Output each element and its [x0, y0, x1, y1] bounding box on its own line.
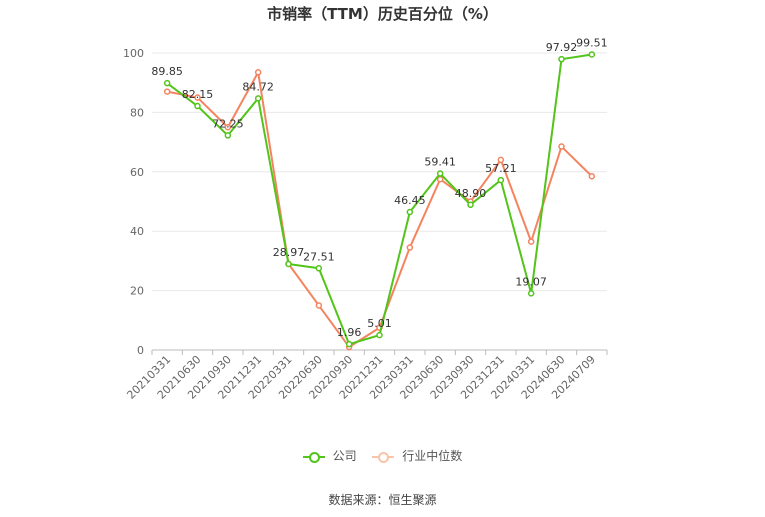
data-point-company [497, 176, 505, 184]
data-point-industry-median [558, 143, 565, 150]
data-point-industry-median [497, 156, 505, 164]
legend: 公司 行业中位数 [0, 447, 765, 464]
data-label-company: 5.01 [367, 317, 392, 330]
y-tick-label: 80 [130, 106, 144, 119]
data-label-company: 72.25 [212, 117, 244, 130]
series-line-company [166, 53, 592, 346]
y-tick-label: 60 [130, 166, 144, 179]
y-tick-label: 0 [137, 344, 144, 357]
data-label-company: 97.92 [546, 41, 578, 54]
chart-title: 市销率（TTM）历史百分位（%） [267, 5, 498, 23]
source-note: 数据来源：恒生聚源 [328, 493, 437, 507]
data-point-industry-median [406, 244, 414, 251]
data-point-industry-median [224, 124, 232, 131]
data-label-company: 89.85 [151, 65, 183, 78]
legend-swatch-industry-median [372, 451, 395, 463]
legend-label-company: 公司 [332, 449, 357, 463]
data-point-company [224, 132, 232, 139]
data-point-company [376, 331, 383, 339]
data-point-industry-median [163, 88, 171, 95]
data-label-company: 48.90 [455, 187, 487, 200]
data-point-company [558, 55, 565, 63]
line-chart: 0204060801002021033120210630202109302021… [123, 36, 608, 401]
data-point-company [345, 340, 353, 348]
y-tick-label: 40 [130, 225, 144, 238]
legend-swatch-company [302, 451, 325, 463]
data-point-company [285, 260, 292, 268]
data-label-company: 84.72 [242, 80, 274, 93]
data-point-industry-median [527, 238, 535, 245]
series-line-industry-median [166, 71, 593, 349]
data-label-company: 28.97 [273, 246, 305, 259]
data-label-company: 19.07 [515, 275, 547, 288]
y-tick-label: 100 [123, 47, 144, 60]
data-label-company: 27.51 [303, 250, 335, 263]
data-label-company: 46.45 [394, 194, 426, 207]
data-point-company [436, 170, 444, 177]
legend-item-company[interactable]: 公司 [302, 447, 357, 464]
data-point-company [194, 102, 201, 110]
data-point-company [315, 265, 323, 272]
data-point-company [467, 201, 474, 209]
data-label-company: 82.15 [182, 88, 214, 101]
data-point-company [527, 290, 535, 297]
data-point-company [588, 51, 596, 58]
legend-item-industry-median[interactable]: 行业中位数 [372, 447, 462, 464]
data-label-company: 99.51 [576, 36, 608, 49]
data-point-industry-median [588, 173, 596, 180]
data-point-company [406, 208, 414, 216]
data-label-company: 59.41 [424, 156, 456, 169]
y-tick-label: 20 [130, 285, 144, 298]
data-point-company [163, 79, 171, 87]
data-point-industry-median [436, 175, 444, 183]
data-label-company: 1.96 [337, 326, 362, 339]
data-point-industry-median [315, 302, 323, 309]
legend-label-industry-median: 行业中位数 [402, 449, 463, 463]
data-label-company: 57.21 [485, 162, 517, 175]
data-point-company [254, 95, 262, 102]
grid-layer [152, 52, 607, 292]
data-point-industry-median [254, 69, 262, 76]
series-layer [163, 51, 596, 351]
data-point-industry-median [194, 94, 201, 101]
